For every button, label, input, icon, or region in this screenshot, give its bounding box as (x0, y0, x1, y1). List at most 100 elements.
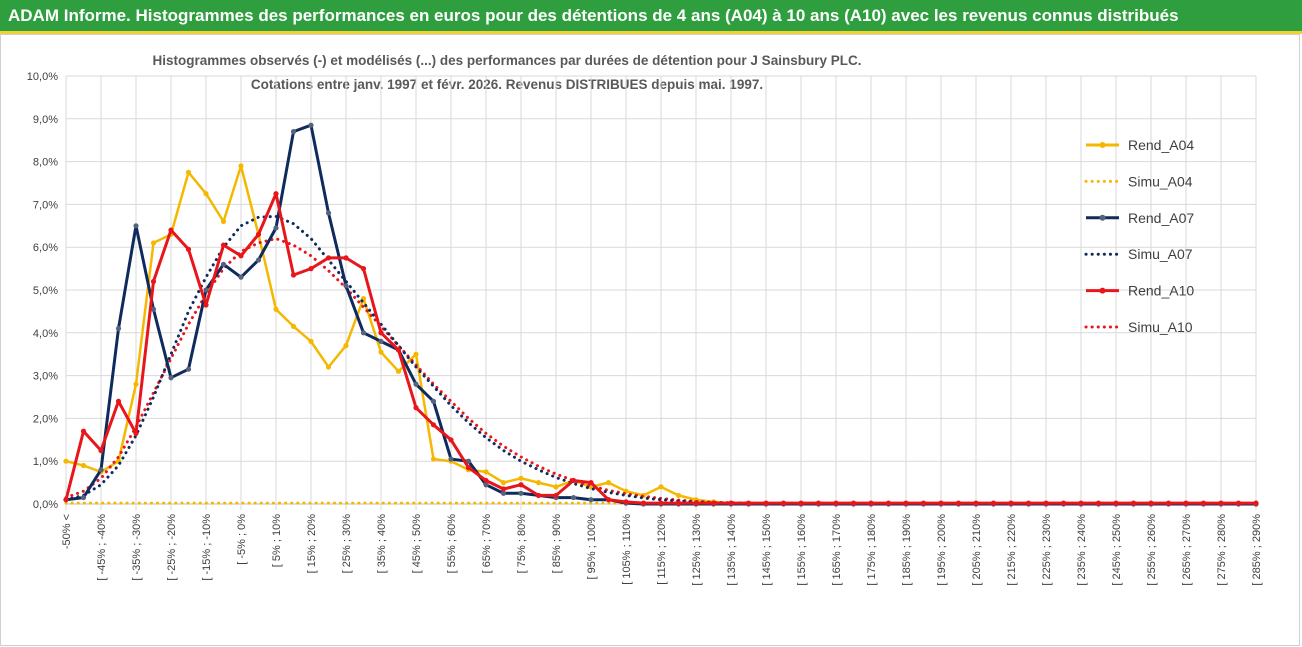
data-point-rend-a04 (430, 456, 437, 462)
data-point-rend-a04 (325, 364, 332, 370)
x-tick-label: [ 85% ; 90% (551, 514, 563, 574)
y-tick-label: 4,0% (33, 328, 58, 340)
data-point-rend-a10 (483, 477, 489, 484)
x-tick-label: [ 125% ; 130% (691, 514, 703, 586)
legend-label-rend-a10: Rend_A10 (1128, 283, 1194, 299)
data-point-rend-a04 (395, 368, 402, 374)
x-tick-label: [ 115% ; 120% (656, 514, 668, 585)
data-point-rend-a04 (518, 475, 524, 481)
data-point-rend-a10 (448, 437, 454, 443)
data-point-rend-a07 (255, 257, 262, 263)
data-point-rend-a10 (745, 500, 752, 506)
x-tick-label: [ 5% ; 10% (271, 514, 283, 567)
data-point-rend-a10 (955, 500, 962, 506)
data-point-rend-a10 (675, 500, 682, 506)
y-tick-label: 9,0% (33, 114, 58, 126)
y-tick-label: 1,0% (33, 456, 58, 468)
data-point-rend-a04 (500, 480, 507, 486)
x-tick-label: [ 25% ; 30% (341, 514, 353, 574)
x-tick-label: [ 65% ; 70% (481, 514, 493, 574)
data-point-rend-a10 (238, 253, 244, 259)
legend-label-simu-a04: Simu_A04 (1128, 173, 1193, 189)
data-point-rend-a10 (255, 231, 262, 237)
data-point-rend-a07 (378, 338, 384, 344)
data-point-rend-a07 (360, 330, 367, 336)
data-point-rend-a07 (273, 225, 279, 231)
y-axis: 0,0% 1,0% 2,0% 3,0% 4,0% 5,0% 6,0% 7,0% 8,0% 9,0%… (27, 71, 58, 511)
data-point-rend-a10 (605, 497, 612, 503)
data-point-rend-a10 (360, 266, 367, 272)
y-tick-label: 7,0% (33, 199, 58, 211)
data-point-rend-a10 (465, 465, 472, 471)
y-tick-label: 3,0% (33, 371, 58, 383)
data-point-rend-a10 (325, 255, 332, 261)
data-point-rend-a10 (203, 302, 209, 308)
data-point-rend-a07 (483, 482, 489, 488)
performance-histogram-chart: Histogrammes observés (-) et modélisés (… (0, 34, 1300, 646)
legend-marker-rend-a04 (1099, 142, 1106, 148)
data-point-rend-a10 (885, 500, 892, 506)
data-point-rend-a04 (185, 169, 192, 175)
data-point-rend-a10 (378, 330, 384, 336)
data-point-rend-a10 (1078, 500, 1084, 506)
data-point-rend-a10 (868, 500, 874, 506)
data-point-rend-a04 (133, 381, 139, 387)
data-point-rend-a04 (343, 343, 349, 349)
data-point-rend-a04 (150, 240, 157, 246)
data-point-rend-a10 (763, 500, 769, 506)
data-point-rend-a10 (430, 422, 437, 428)
data-point-rend-a04 (535, 480, 542, 486)
y-tick-label: 2,0% (33, 413, 58, 425)
data-point-rend-a10 (308, 266, 314, 272)
x-tick-label: [ 205% ; 210% (971, 514, 983, 586)
x-tick-label: [ 185% ; 190% (901, 514, 913, 586)
data-point-rend-a04 (273, 306, 279, 312)
legend-label-simu-a07: Simu_A07 (1128, 246, 1193, 262)
data-point-rend-a07 (518, 490, 524, 496)
report-title: ADAM Informe. Histogrammes des performan… (8, 6, 1179, 25)
data-point-rend-a10 (1025, 500, 1032, 506)
data-point-rend-a10 (115, 398, 122, 404)
x-tick-label: -50% < (61, 514, 73, 549)
data-point-rend-a07 (290, 129, 297, 135)
data-point-rend-a10 (98, 447, 104, 454)
x-tick-label: [ -15% ; -10% (201, 514, 213, 581)
data-point-rend-a10 (640, 500, 647, 506)
legend-marker-rend-a07 (1099, 214, 1106, 221)
data-point-rend-a10 (1130, 500, 1137, 506)
data-point-rend-a10 (728, 500, 734, 506)
data-point-rend-a10 (343, 255, 349, 261)
data-point-rend-a07 (325, 210, 332, 216)
x-tick-label: [ 285% ; 290% (1251, 514, 1263, 586)
data-point-rend-a10 (1183, 500, 1189, 506)
data-point-rend-a04 (605, 480, 612, 486)
data-point-rend-a10 (553, 492, 559, 499)
data-point-rend-a04 (483, 469, 489, 475)
data-point-rend-a10 (1218, 500, 1224, 506)
x-tick-label: [ -25% ; -20% (166, 514, 178, 581)
data-point-rend-a10 (588, 480, 594, 486)
data-point-rend-a07 (588, 497, 594, 503)
data-point-rend-a07 (343, 283, 349, 289)
data-point-rend-a07 (133, 223, 139, 229)
data-point-rend-a10 (413, 405, 419, 411)
data-point-rend-a10 (1113, 500, 1119, 506)
x-tick-label: [ 275% ; 280% (1216, 514, 1228, 586)
x-tick-label: [ 15% ; 20% (306, 514, 318, 574)
data-point-rend-a04 (308, 338, 314, 344)
data-point-rend-a10 (133, 430, 139, 436)
x-tick-label: [ -45% ; -40% (96, 514, 108, 581)
data-point-rend-a10 (1148, 500, 1154, 506)
data-point-rend-a10 (273, 191, 279, 197)
data-point-rend-a04 (238, 163, 244, 169)
data-point-rend-a10 (903, 500, 909, 506)
chart-frame (0, 34, 1300, 646)
data-point-rend-a07 (80, 494, 87, 501)
x-tick-label: [ 135% ; 140% (726, 514, 738, 586)
data-point-rend-a10 (220, 242, 227, 248)
legend-marker-rend-a10 (1099, 287, 1106, 294)
x-tick-label: [ 195% ; 200% (936, 514, 948, 586)
data-point-rend-a10 (80, 428, 87, 434)
data-point-rend-a10 (1200, 500, 1207, 506)
data-point-rend-a10 (973, 500, 979, 506)
